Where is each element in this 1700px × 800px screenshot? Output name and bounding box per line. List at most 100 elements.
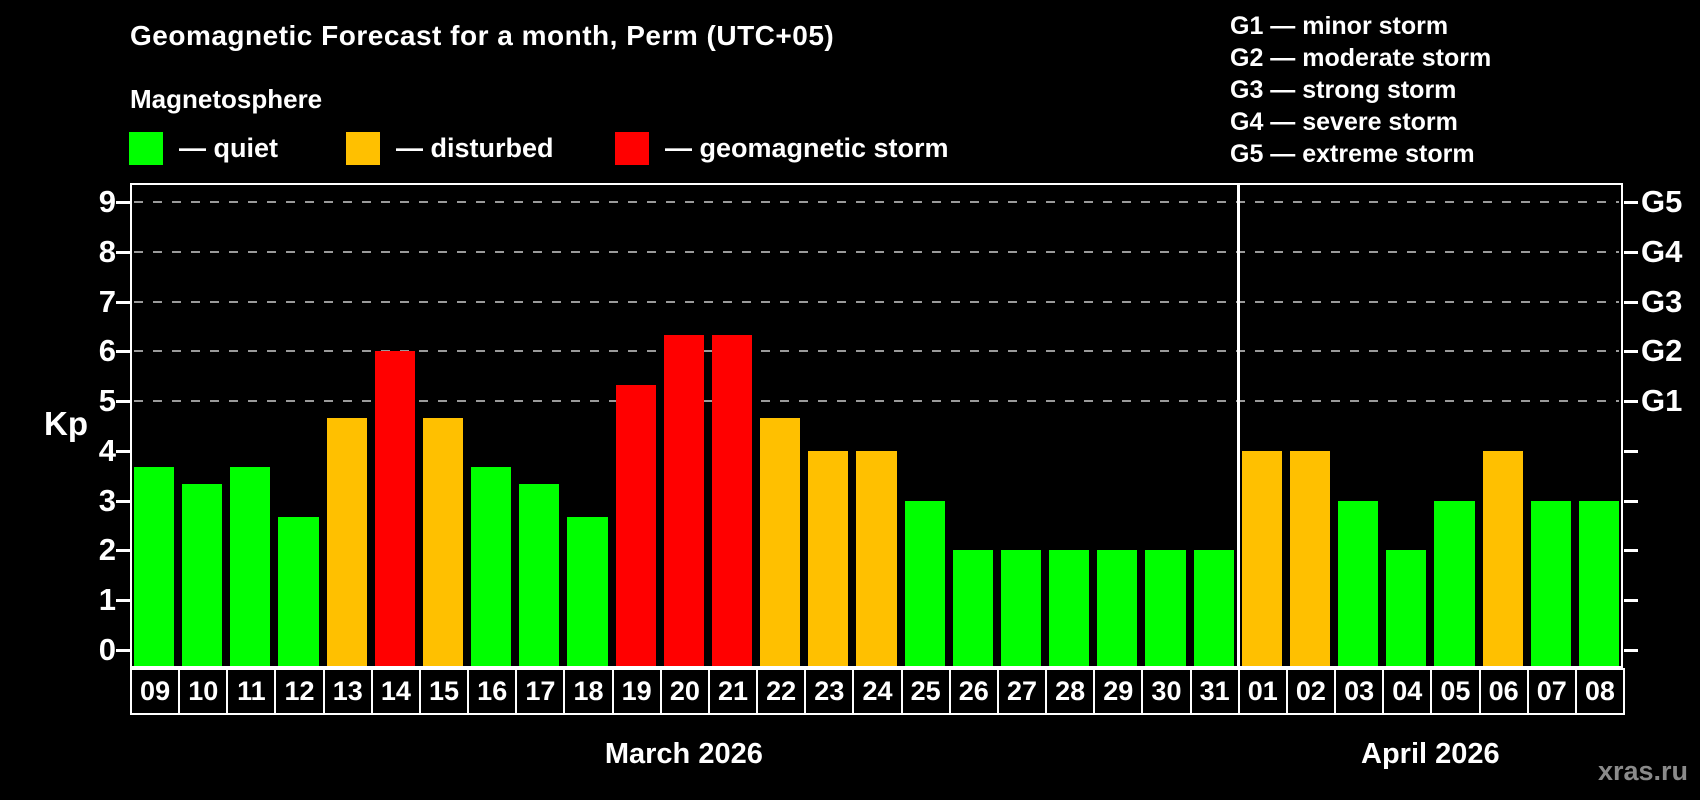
kp-bar-march-23 bbox=[808, 450, 849, 666]
y-axis-tick-right-1 bbox=[1624, 599, 1638, 603]
kp-bar-march-11 bbox=[230, 467, 271, 666]
y-axis-tick-left-2 bbox=[116, 549, 130, 553]
legend-label-storm: — geomagnetic storm bbox=[665, 133, 949, 163]
y-axis-tick-left-7 bbox=[116, 300, 130, 304]
kp-bar-march-31 bbox=[1193, 550, 1234, 666]
quiet-color-swatch bbox=[129, 132, 163, 165]
day-label-11: 11 bbox=[226, 668, 277, 715]
y-axis-tick-left-1 bbox=[116, 599, 130, 603]
day-label-10: 10 bbox=[178, 668, 229, 715]
day-label-02: 02 bbox=[1285, 668, 1337, 715]
kp-bar-april-08 bbox=[1578, 500, 1619, 666]
day-label-16: 16 bbox=[467, 668, 518, 715]
y-axis-tick-right-0 bbox=[1624, 649, 1638, 652]
day-label-25: 25 bbox=[900, 668, 951, 715]
y-tick-label-1: 1 bbox=[98, 582, 116, 618]
kp-bar-march-27 bbox=[1000, 550, 1042, 666]
storm-color-swatch bbox=[615, 132, 649, 165]
right-axis-label-g1: G1 bbox=[1641, 383, 1683, 419]
gridline-kp9 bbox=[134, 200, 1619, 203]
day-label-06: 06 bbox=[1478, 668, 1529, 715]
day-label-04: 04 bbox=[1382, 668, 1433, 715]
legend-item-storm: — geomagnetic storm bbox=[615, 132, 949, 165]
y-tick-label-4: 4 bbox=[98, 432, 116, 468]
kp-bar-april-07 bbox=[1530, 500, 1571, 666]
kp-bar-march-21 bbox=[711, 334, 753, 666]
y-tick-label-0: 0 bbox=[98, 632, 116, 667]
g-legend-line-g5: G5 — extreme storm bbox=[1230, 140, 1475, 168]
disturbed-color-swatch bbox=[346, 132, 380, 165]
right-axis-label-g4: G4 bbox=[1641, 233, 1683, 269]
kp-bar-march-25 bbox=[904, 500, 945, 666]
day-label-12: 12 bbox=[274, 668, 325, 715]
y-axis-tick-right-8 bbox=[1624, 250, 1638, 254]
gridline-kp5 bbox=[134, 400, 1619, 403]
day-label-08: 08 bbox=[1574, 668, 1625, 715]
legend-label-quiet: — quiet bbox=[179, 133, 278, 163]
legend-item-quiet: — quiet bbox=[129, 132, 278, 165]
g-legend-line-g4: G4 — severe storm bbox=[1230, 108, 1458, 136]
kp-bar-march-12 bbox=[278, 517, 319, 666]
y-axis-tick-left-0 bbox=[116, 649, 130, 652]
kp-bar-march-24 bbox=[856, 450, 897, 666]
right-axis-label-g3: G3 bbox=[1641, 283, 1683, 319]
kp-bar-march-18 bbox=[567, 517, 608, 666]
g-legend-line-g2: G2 — moderate storm bbox=[1230, 44, 1492, 72]
kp-bar-march-09 bbox=[134, 467, 175, 666]
day-label-26: 26 bbox=[948, 668, 999, 715]
day-label-21: 21 bbox=[707, 668, 759, 715]
g-scale-legend: G1 — minor storm G2 — moderate storm G3 … bbox=[1230, 10, 1491, 170]
day-label-24: 24 bbox=[852, 668, 903, 715]
day-label-14: 14 bbox=[370, 668, 421, 715]
y-tick-label-9: 9 bbox=[98, 183, 116, 219]
y-tick-label-2: 2 bbox=[98, 532, 116, 568]
day-label-17: 17 bbox=[515, 668, 566, 715]
month-separator bbox=[1236, 185, 1240, 666]
chart-subtitle: Magnetosphere bbox=[130, 84, 323, 114]
y-axis-tick-left-5 bbox=[116, 400, 130, 404]
day-label-29: 29 bbox=[1093, 668, 1144, 715]
kp-bar-march-16 bbox=[471, 467, 512, 666]
y-axis-tick-left-3 bbox=[116, 499, 130, 503]
kp-bar-april-03 bbox=[1338, 500, 1379, 666]
day-label-18: 18 bbox=[563, 668, 614, 715]
day-label-23: 23 bbox=[804, 668, 855, 715]
day-label-28: 28 bbox=[1045, 668, 1096, 715]
y-axis-tick-left-9 bbox=[116, 200, 130, 204]
day-label-01: 01 bbox=[1237, 668, 1288, 715]
y-axis-tick-right-9 bbox=[1624, 200, 1638, 204]
y-axis-tick-right-4 bbox=[1624, 449, 1638, 453]
kp-bar-march-20 bbox=[663, 334, 704, 666]
kp-bar-march-30 bbox=[1145, 550, 1186, 666]
day-label-27: 27 bbox=[996, 668, 1048, 715]
day-label-19: 19 bbox=[611, 668, 662, 715]
y-axis-tick-right-7 bbox=[1624, 300, 1638, 304]
y-axis-tick-right-6 bbox=[1624, 350, 1638, 354]
y-axis-tick-left-6 bbox=[116, 350, 130, 354]
g-legend-line-g1: G1 — minor storm bbox=[1230, 12, 1449, 40]
y-tick-label-3: 3 bbox=[98, 482, 116, 518]
y-tick-label-7: 7 bbox=[98, 283, 116, 319]
day-label-13: 13 bbox=[322, 668, 373, 715]
day-label-03: 03 bbox=[1334, 668, 1385, 715]
y-tick-label-6: 6 bbox=[98, 333, 116, 369]
kp-bar-april-04 bbox=[1386, 550, 1427, 666]
kp-bar-march-14 bbox=[374, 351, 415, 666]
kp-bar-march-26 bbox=[952, 550, 993, 666]
kp-bar-march-13 bbox=[326, 417, 367, 666]
y-axis-tick-left-4 bbox=[116, 449, 130, 453]
kp-bar-april-01 bbox=[1241, 450, 1282, 666]
kp-bar-march-29 bbox=[1097, 550, 1138, 666]
day-label-15: 15 bbox=[418, 668, 470, 715]
y-axis-title: Kp bbox=[44, 405, 88, 442]
gridline-kp6 bbox=[134, 350, 1619, 353]
day-label-31: 31 bbox=[1189, 668, 1240, 715]
kp-bar-march-28 bbox=[1049, 550, 1090, 666]
month-label-april: April 2026 bbox=[1361, 738, 1500, 770]
y-tick-label-5: 5 bbox=[98, 383, 116, 419]
gridline-kp8 bbox=[134, 250, 1619, 253]
y-axis-tick-left-8 bbox=[116, 250, 130, 254]
site-watermark: xras.ru bbox=[1597, 756, 1688, 786]
day-label-22: 22 bbox=[756, 668, 807, 715]
kp-bar-april-05 bbox=[1434, 500, 1475, 666]
